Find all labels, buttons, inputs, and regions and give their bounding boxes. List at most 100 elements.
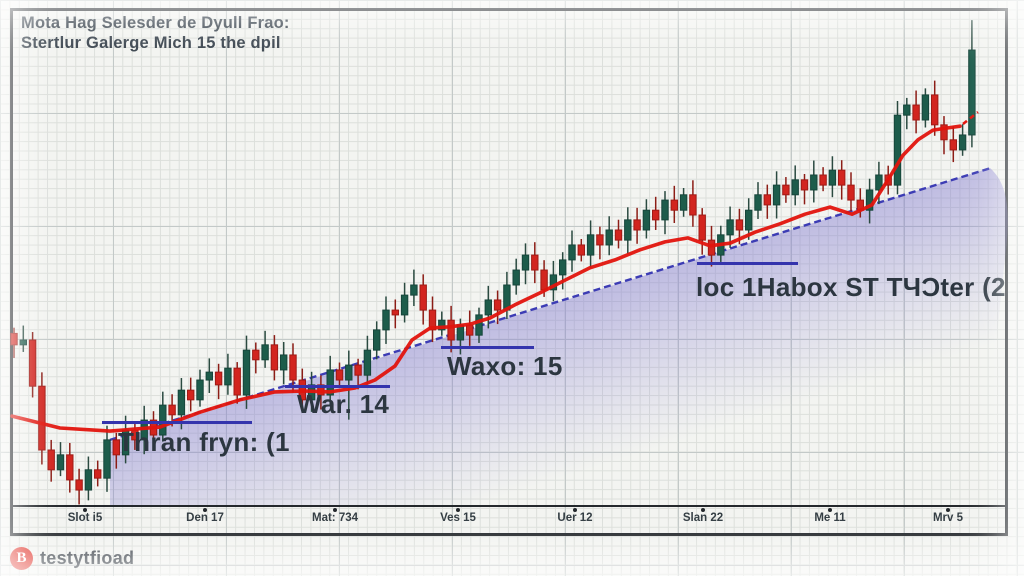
candle-body — [363, 349, 372, 376]
candle — [410, 269, 418, 307]
candle-body — [679, 194, 688, 211]
ma-line-path — [10, 124, 962, 433]
candle-body — [373, 329, 381, 351]
candles-layer — [10, 20, 976, 505]
candle — [270, 335, 279, 381]
candle — [187, 377, 195, 412]
candle — [475, 307, 483, 343]
candle-body — [438, 319, 446, 331]
candle — [605, 216, 613, 256]
candle-body — [661, 199, 669, 221]
candle-body — [252, 349, 260, 361]
candle-body — [791, 179, 799, 196]
candle — [252, 342, 260, 374]
candle — [28, 332, 37, 398]
candle — [447, 305, 455, 353]
candle — [912, 90, 920, 134]
candle-body — [931, 94, 939, 126]
candle-body — [335, 369, 344, 381]
candle — [698, 208, 706, 255]
candle-body — [875, 174, 883, 191]
candle-body — [633, 219, 641, 231]
candle-body — [75, 479, 83, 491]
candle-body — [475, 314, 483, 336]
candle — [568, 230, 576, 272]
x-axis-label: Den 17 — [186, 512, 224, 524]
candle — [382, 296, 390, 344]
annotation-underline — [285, 385, 390, 388]
candle-body — [577, 244, 585, 256]
candle — [689, 180, 697, 227]
candle-body — [242, 349, 251, 396]
x-axis-label: Ves 15 — [440, 512, 476, 524]
candle-body — [903, 104, 911, 116]
candle-body — [103, 439, 111, 479]
candle — [84, 456, 93, 501]
candle-body — [484, 299, 493, 316]
candle-body — [400, 294, 409, 316]
candle — [19, 325, 28, 352]
candle — [791, 165, 799, 206]
candle-body — [187, 389, 195, 401]
candle-body — [196, 379, 204, 401]
candle-body — [382, 309, 390, 331]
trend-fill-area — [110, 167, 1008, 505]
candle — [931, 80, 939, 136]
candle-body — [159, 404, 167, 436]
x-tick-dot — [83, 508, 87, 512]
candle-body — [782, 184, 790, 196]
candle-body — [707, 239, 716, 256]
candle-body — [605, 229, 613, 246]
x-tick-dot — [573, 508, 577, 512]
candle — [670, 185, 678, 224]
candle — [531, 242, 539, 284]
x-axis-label: Slan 22 — [682, 512, 724, 524]
candle-body — [168, 404, 176, 416]
annotation-label: War. 14 — [297, 389, 390, 419]
candle-body — [642, 209, 651, 231]
ma-dashed-tail — [962, 111, 979, 125]
candle-body — [652, 209, 660, 221]
candle-body — [410, 284, 418, 296]
candle — [521, 243, 530, 285]
candle-body — [745, 209, 753, 231]
candle — [103, 425, 111, 492]
candle — [75, 468, 83, 505]
chart-title-line2: Stertlur Galerge Mich 15 the dpil — [21, 34, 281, 52]
candle-body — [354, 364, 362, 376]
candle — [512, 258, 520, 295]
candle-body — [763, 194, 771, 206]
candle — [726, 206, 734, 248]
candle-body — [224, 367, 232, 386]
candle-body — [19, 339, 28, 346]
candle-body — [28, 339, 37, 387]
x-tick-dot — [203, 508, 207, 512]
candle-body — [214, 371, 223, 386]
candle-body — [568, 244, 576, 261]
candle — [400, 282, 409, 323]
candle-body — [419, 284, 427, 311]
annotation-label: Thran fryn: (1 — [118, 427, 290, 457]
candle — [782, 177, 790, 203]
candle — [661, 191, 669, 235]
candle-body — [940, 124, 948, 141]
candle-body — [270, 344, 279, 371]
x-axis-label: Me 11 — [814, 512, 846, 524]
candle — [159, 391, 167, 442]
candle — [810, 160, 818, 203]
candle — [224, 353, 232, 395]
candle-body — [512, 269, 520, 286]
candle — [419, 274, 427, 325]
candle — [196, 369, 204, 407]
candle — [679, 188, 688, 217]
candle — [38, 372, 46, 465]
trend-fill-shape — [110, 167, 1008, 505]
candle — [958, 124, 967, 156]
candle-body — [698, 214, 706, 241]
x-axis-label: Uer 12 — [557, 512, 593, 524]
candle-body — [94, 469, 102, 479]
candle — [624, 207, 632, 254]
candle-body — [540, 269, 548, 291]
